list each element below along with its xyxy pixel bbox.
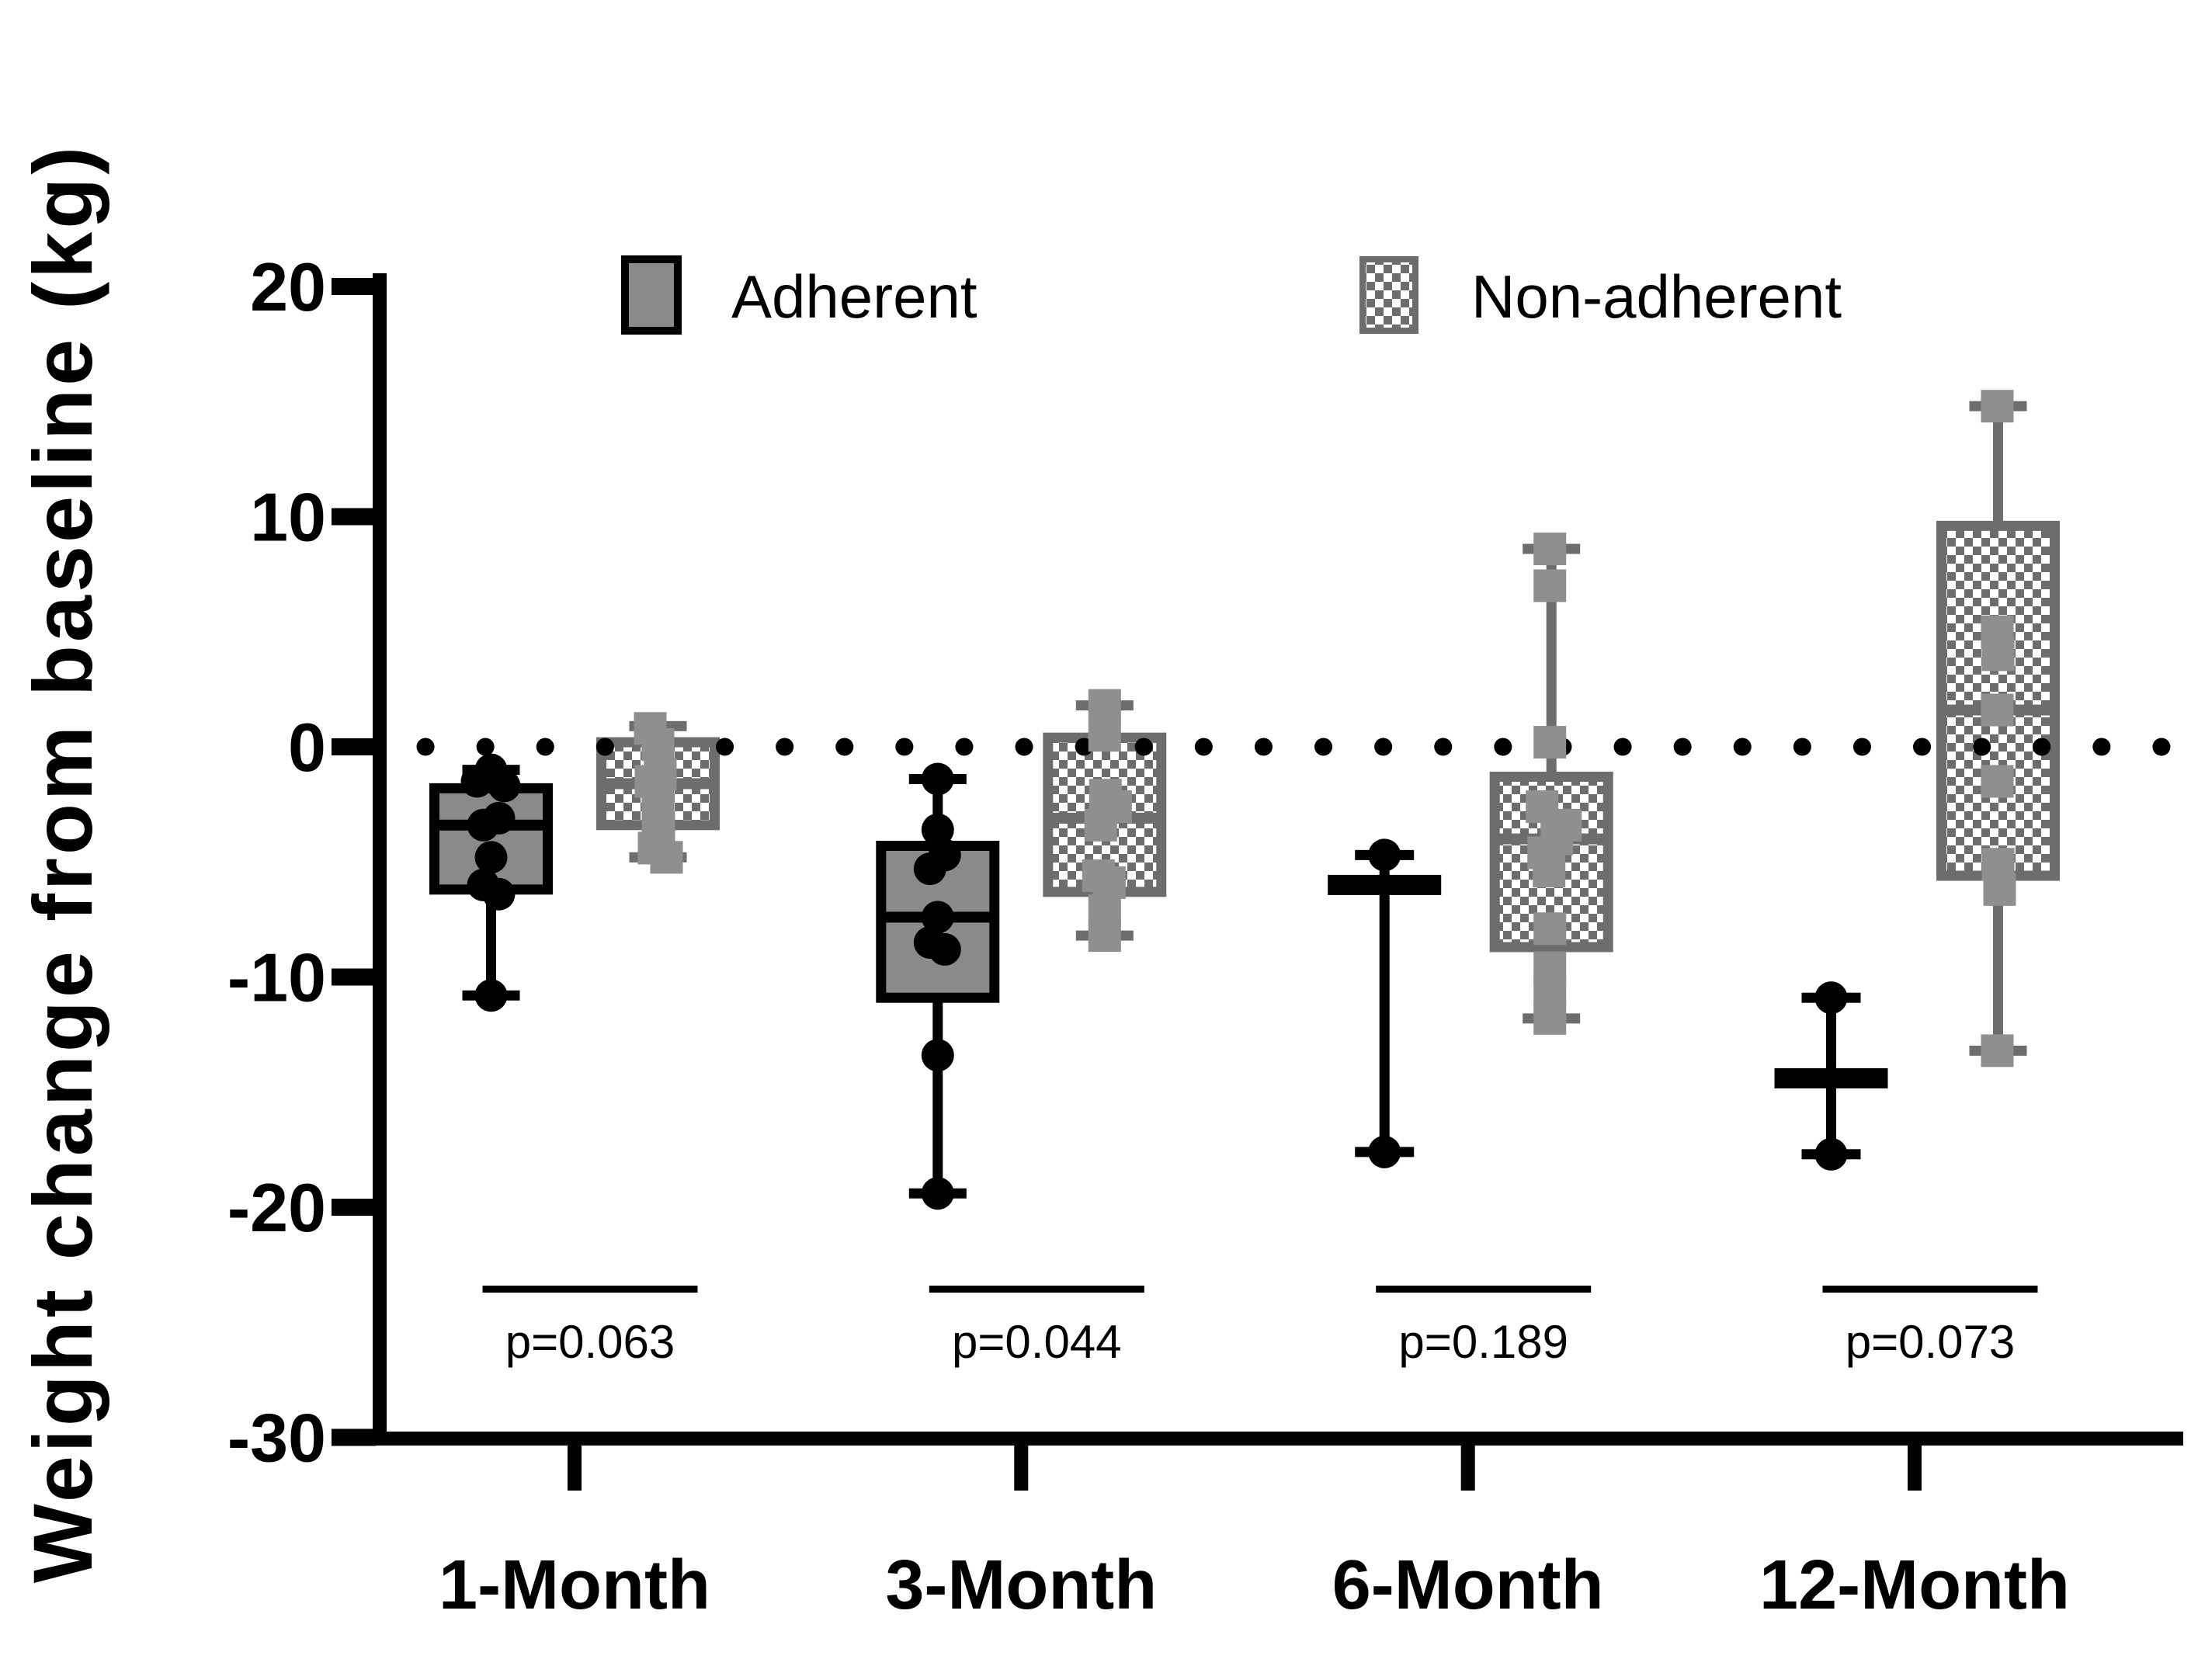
y-tick--20 (332, 1199, 376, 1216)
y-tick-10 (332, 508, 376, 526)
x-tick-1-month (568, 1446, 582, 1491)
data-point-non-adherent-12-month (1983, 873, 2016, 906)
significance-bar-6-month (1376, 1286, 1592, 1293)
box-non-adherent-12-month (1936, 401, 2060, 1056)
points-layer (460, 390, 2016, 1210)
data-point-adherent-1-month (482, 877, 516, 911)
data-point-adherent-1-month (460, 765, 494, 798)
y-tick-label--30: -30 (227, 1400, 326, 1477)
y-tick-label--10: -10 (227, 939, 326, 1016)
legend-label-adherent: Adherent (731, 262, 977, 331)
legend-item-non-adherent: Non-adherent (1359, 256, 1842, 334)
median-bar-adherent-6-month (1328, 874, 1442, 895)
data-point-adherent-1-month (488, 769, 521, 803)
x-tick-12-month (1908, 1446, 1922, 1491)
whisker-line-adherent-1-month (486, 889, 496, 996)
significance-12-month: p=0.073 (1822, 1286, 2038, 1368)
data-point-adherent-3-month (921, 901, 954, 934)
significance-6-month: p=0.189 (1376, 1286, 1592, 1368)
legend-item-adherent: Adherent (621, 255, 977, 335)
data-point-non-adherent-12-month (1981, 693, 2014, 727)
data-point-adherent-12-month (1814, 1137, 1848, 1171)
whisker-line-non-adherent-6-month (1546, 549, 1557, 777)
data-point-non-adherent-3-month (1088, 919, 1121, 953)
data-point-adherent-3-month (921, 762, 954, 796)
data-point-non-adherent-6-month (1533, 533, 1567, 566)
x-axis-line (373, 1432, 2183, 1446)
data-point-adherent-3-month (921, 813, 954, 846)
data-point-non-adherent-3-month (1084, 808, 1117, 842)
data-point-non-adherent-12-month (1981, 765, 2014, 798)
data-point-non-adherent-6-month (1533, 974, 1567, 1008)
data-point-non-adherent-12-month (1981, 638, 2015, 672)
data-point-non-adherent-1-month (641, 728, 675, 762)
x-tick-3-month (1014, 1446, 1029, 1491)
data-point-adherent-3-month (921, 1039, 954, 1072)
whisker-line-adherent-6-month (1379, 855, 1390, 1152)
data-point-non-adherent-6-month (1533, 855, 1566, 888)
y-tick-label-10: 10 (250, 479, 326, 556)
y-tick-0 (332, 738, 376, 755)
legend-swatch-checkered (1359, 256, 1418, 334)
box-adherent-12-month (1774, 992, 1888, 1160)
significance-bar-3-month (929, 1286, 1144, 1293)
data-point-adherent-6-month (1368, 1135, 1401, 1168)
significance-1-month: p=0.063 (482, 1286, 698, 1368)
x-label-3-month: 3-Month (885, 1546, 1157, 1624)
data-point-non-adherent-3-month (1088, 719, 1121, 752)
data-point-adherent-1-month (474, 979, 508, 1012)
data-point-non-adherent-3-month (1088, 689, 1121, 722)
data-point-non-adherent-6-month (1533, 726, 1567, 759)
data-point-non-adherent-12-month (1981, 1034, 2014, 1067)
x-label-1-month: 1-Month (439, 1546, 710, 1624)
data-point-adherent-1-month (467, 808, 500, 842)
whisker-line-non-adherent-12-month (1993, 406, 2003, 526)
data-point-non-adherent-6-month (1533, 912, 1567, 946)
y-tick--30 (332, 1428, 376, 1446)
labels-layer: 20 10 0 -10 -20 -30 1-Month 3-Month 6-Month 12-Mo… (16, 144, 2070, 1624)
legend-label-non-adherent: Non-adherent (1471, 262, 1842, 331)
p-value-label-6-month: p=0.189 (1398, 1316, 1568, 1368)
p-value-label-12-month: p=0.073 (1846, 1316, 2016, 1368)
data-point-adherent-3-month (928, 932, 961, 966)
data-point-adherent-12-month (1814, 981, 1848, 1015)
y-axis-title: Weight change from baseline (kg) (16, 144, 109, 1583)
data-point-adherent-1-month (474, 841, 508, 874)
significance-bar-12-month (1822, 1286, 2038, 1293)
x-label-12-month: 12-Month (1759, 1546, 2070, 1624)
box-adherent-6-month (1328, 849, 1442, 1158)
data-point-non-adherent-12-month (1981, 390, 2014, 423)
y-tick--10 (332, 968, 376, 986)
y-tick-label-20: 20 (250, 248, 326, 325)
data-point-non-adherent-1-month (650, 841, 683, 874)
whisker-line-adherent-3-month (932, 998, 943, 1194)
x-label-6-month: 6-Month (1332, 1546, 1604, 1624)
boxes-layer (429, 401, 2060, 1199)
significance-bar-1-month (482, 1286, 698, 1293)
p-value-label-1-month: p=0.063 (505, 1316, 675, 1368)
data-point-non-adherent-3-month (1092, 866, 1126, 899)
data-point-non-adherent-6-month (1533, 1001, 1567, 1035)
p-value-label-3-month: p=0.044 (952, 1316, 1122, 1368)
y-axis-line (373, 273, 387, 1446)
y-tick-20 (332, 278, 376, 295)
data-point-adherent-3-month (913, 852, 946, 886)
y-tick-label--20: -20 (227, 1169, 326, 1246)
data-point-non-adherent-6-month (1533, 569, 1567, 602)
y-tick-label-0: 0 (288, 709, 326, 786)
legend-swatch-solid (621, 255, 682, 335)
x-tick-6-month (1460, 1446, 1475, 1491)
whisker-line-non-adherent-12-month (1993, 876, 2003, 1051)
axes-layer (332, 273, 2183, 1491)
median-bar-adherent-12-month (1774, 1067, 1888, 1088)
data-point-adherent-3-month (921, 1177, 954, 1210)
data-point-adherent-6-month (1368, 838, 1401, 872)
significance-3-month: p=0.044 (929, 1286, 1144, 1368)
